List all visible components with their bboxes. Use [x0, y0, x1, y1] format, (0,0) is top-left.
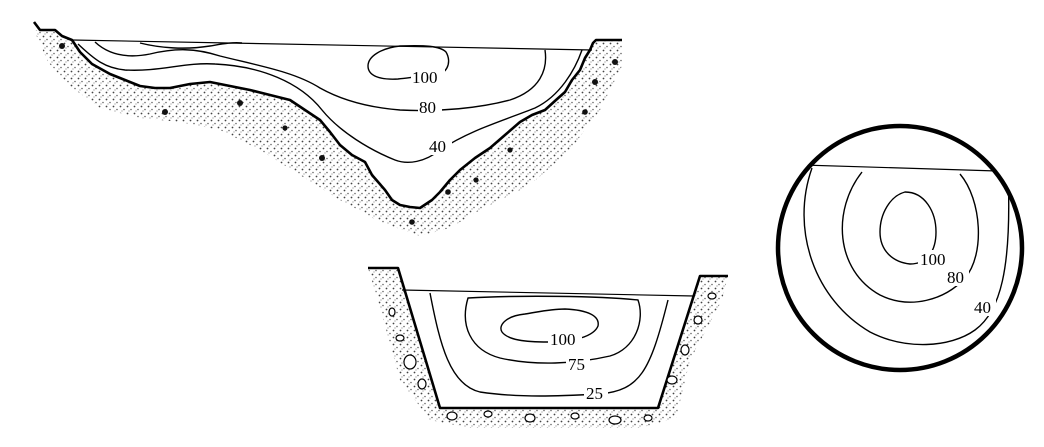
natural-channel-bed — [32, 21, 622, 210]
contour-line-25 — [429, 292, 669, 397]
contour-line-80 — [841, 171, 980, 303]
contour-label-100: 100 — [550, 330, 576, 349]
natural-channel-water-surface — [71, 39, 593, 51]
contour-line-100 — [879, 191, 937, 265]
circular-pipe: 100 80 40 — [775, 123, 1025, 373]
contour-line-40 — [803, 167, 1010, 346]
contour-label-80: 80 — [419, 98, 436, 117]
natural-channel-soil — [34, 30, 622, 236]
contour-label-75: 75 — [568, 355, 585, 374]
contour-line-80 — [94, 41, 547, 112]
pipe-water-surface — [778, 163, 1022, 173]
contour-label-80: 80 — [947, 268, 964, 287]
contour-label-100: 100 — [412, 68, 438, 87]
contour-line-80-pocket — [139, 42, 243, 49]
contour-label-40: 40 — [429, 137, 446, 156]
contour-label-25: 25 — [586, 384, 603, 403]
trapezoidal-channel: 100 75 25 — [368, 266, 728, 428]
trapezoidal-channel-bed — [368, 266, 728, 410]
trapezoidal-channel-water-surface — [401, 289, 695, 297]
contour-line-40 — [77, 43, 583, 163]
natural-channel-pebbles — [59, 43, 618, 225]
natural-channel: 100 80 40 — [32, 21, 622, 236]
contour-label-40: 40 — [974, 298, 991, 317]
trapezoidal-channel-gravel — [388, 292, 717, 425]
contour-line-75 — [464, 295, 641, 364]
pipe-wall — [775, 123, 1025, 373]
contour-label-100: 100 — [920, 250, 946, 269]
